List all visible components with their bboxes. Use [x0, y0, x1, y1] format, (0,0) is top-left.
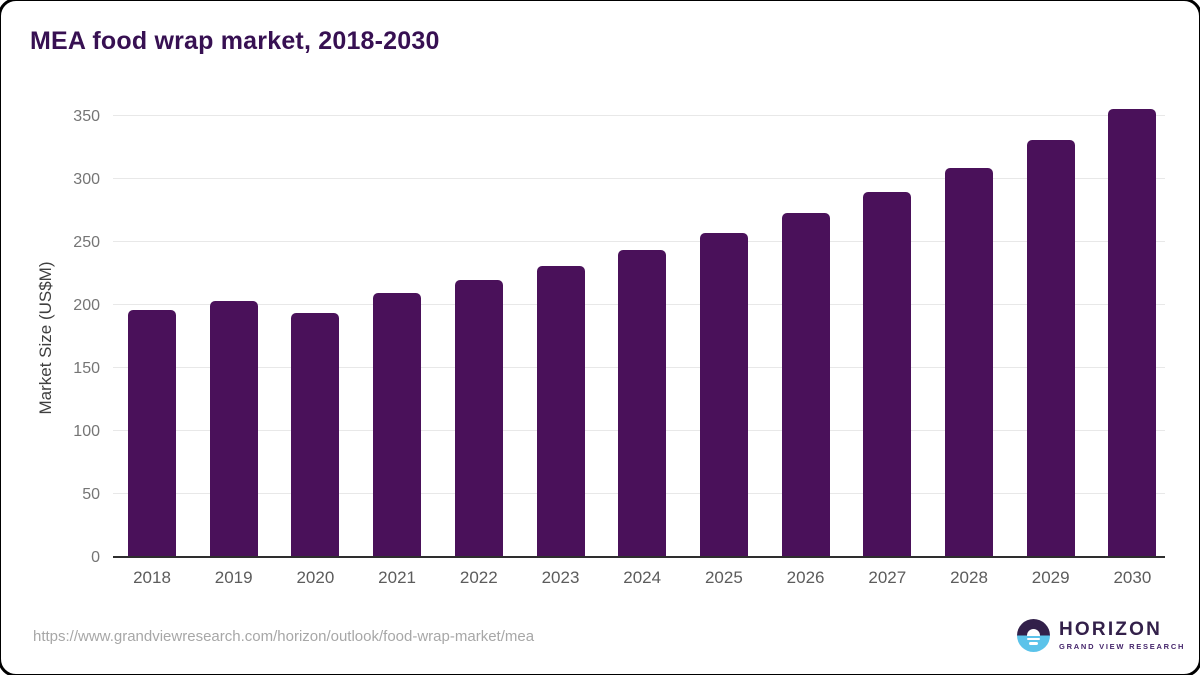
gridline-300	[113, 177, 1165, 179]
bar-2029[interactable]	[1026, 140, 1075, 556]
bar-2026[interactable]	[781, 213, 830, 556]
x-tick-label-2027: 2027	[868, 568, 907, 587]
y-tick-label-250: 250	[73, 234, 100, 251]
x-tick-label-2024: 2024	[623, 568, 662, 587]
bar-2018[interactable]	[128, 310, 176, 556]
horizon-sun-icon	[1017, 619, 1050, 652]
footer: https://www.grandviewresearch.com/horizo…	[0, 615, 1200, 675]
source-url: https://www.grandviewresearch.com/horizo…	[33, 628, 535, 645]
x-tick-label-2029: 2029	[1031, 568, 1070, 587]
y-tick-label-300: 300	[73, 171, 100, 188]
bar-2030[interactable]	[1108, 108, 1157, 556]
x-tick-label-2020: 2020	[296, 568, 335, 587]
y-axis-title: Market Size (US$M)	[36, 261, 55, 415]
bar-2025[interactable]	[699, 233, 748, 556]
horizon-logo: HORIZON GRAND VIEW RESEARCH	[1017, 619, 1185, 652]
gridline-250	[113, 240, 1165, 242]
chart-title: MEA food wrap market, 2018-2030	[30, 27, 440, 55]
x-tick-label-2028: 2028	[950, 568, 988, 587]
x-tick-label-2019: 2019	[214, 568, 253, 587]
logo-text: HORIZON GRAND VIEW RESEARCH	[1059, 620, 1185, 651]
x-tick-label-2018: 2018	[133, 568, 171, 587]
bar-2024[interactable]	[618, 249, 667, 556]
x-tick-label-2023: 2023	[541, 568, 580, 587]
bar-2027[interactable]	[863, 191, 912, 556]
plot-area: 0 50 100 150 200 250 300 350 2018 2019 2020 2021 202…	[73, 108, 1165, 587]
y-tick-label-200: 200	[73, 297, 100, 314]
bar-2021[interactable]	[373, 292, 422, 556]
sun-reflection-line	[1029, 642, 1038, 645]
logo-name: HORIZON	[1059, 619, 1163, 640]
x-tick-label-2030: 2030	[1113, 568, 1152, 587]
x-tick-label-2026: 2026	[786, 568, 825, 587]
logo-subtitle: GRAND VIEW RESEARCH	[1059, 642, 1186, 651]
bar-2028[interactable]	[945, 167, 993, 556]
sun-shape	[1027, 628, 1040, 636]
x-tick-label-2022: 2022	[459, 568, 498, 587]
bar-2019[interactable]	[209, 301, 258, 556]
y-tick-label-50: 50	[82, 486, 100, 503]
y-tick-label-350: 350	[73, 108, 100, 125]
bar-2020[interactable]	[291, 312, 340, 556]
y-tick-label-0: 0	[91, 549, 100, 566]
gridline-350	[113, 114, 1165, 116]
bar-2023[interactable]	[536, 266, 585, 556]
y-tick-label-100: 100	[73, 423, 100, 440]
sun-reflection-line	[1027, 637, 1040, 640]
bar-2022[interactable]	[454, 280, 503, 556]
y-tick-label-150: 150	[73, 360, 100, 377]
x-tick-label-2021: 2021	[378, 568, 416, 587]
x-tick-label-2025: 2025	[704, 568, 743, 587]
